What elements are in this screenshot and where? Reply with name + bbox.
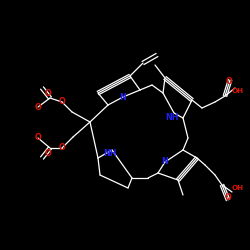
Text: OH: OH xyxy=(232,88,244,94)
Text: O: O xyxy=(58,144,66,152)
Text: O: O xyxy=(226,76,232,86)
Text: O: O xyxy=(44,88,52,98)
Text: N: N xyxy=(120,92,126,102)
Text: NH: NH xyxy=(165,112,179,122)
Text: O: O xyxy=(224,194,232,202)
Text: N: N xyxy=(162,158,168,166)
Text: O: O xyxy=(34,102,42,112)
Text: O: O xyxy=(58,98,66,106)
Text: O: O xyxy=(44,148,52,158)
Text: O: O xyxy=(34,134,42,142)
Text: OH: OH xyxy=(232,185,244,191)
Text: NH: NH xyxy=(103,148,117,158)
